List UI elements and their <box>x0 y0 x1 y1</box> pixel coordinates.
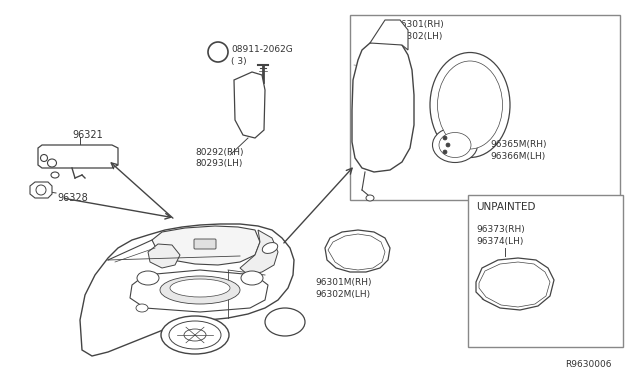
Ellipse shape <box>137 271 159 285</box>
Circle shape <box>443 136 447 140</box>
Ellipse shape <box>241 271 263 285</box>
Ellipse shape <box>160 276 240 304</box>
Text: 80292(RH): 80292(RH) <box>195 148 243 157</box>
Text: R9630006: R9630006 <box>565 360 611 369</box>
Polygon shape <box>234 72 265 138</box>
Ellipse shape <box>433 128 477 163</box>
Ellipse shape <box>170 279 230 297</box>
Polygon shape <box>325 230 390 272</box>
Polygon shape <box>370 20 408 50</box>
Text: 96302M(LH): 96302M(LH) <box>315 290 370 299</box>
Ellipse shape <box>262 243 278 253</box>
Polygon shape <box>148 244 180 268</box>
Ellipse shape <box>40 154 47 161</box>
Polygon shape <box>476 258 554 310</box>
Polygon shape <box>479 262 550 307</box>
Text: 96301(RH): 96301(RH) <box>395 20 444 29</box>
Ellipse shape <box>366 195 374 201</box>
Polygon shape <box>30 182 52 198</box>
Polygon shape <box>130 270 268 312</box>
Circle shape <box>208 42 228 62</box>
Ellipse shape <box>430 52 510 157</box>
Text: 80293(LH): 80293(LH) <box>195 159 243 168</box>
Text: 96321: 96321 <box>72 130 103 140</box>
Polygon shape <box>38 145 118 168</box>
Ellipse shape <box>136 304 148 312</box>
Text: 96302(LH): 96302(LH) <box>395 32 442 41</box>
Ellipse shape <box>438 61 502 149</box>
Ellipse shape <box>184 329 206 341</box>
Ellipse shape <box>161 316 229 354</box>
Polygon shape <box>328 234 385 270</box>
Text: 96366M(LH): 96366M(LH) <box>490 152 545 161</box>
Ellipse shape <box>51 172 59 178</box>
Polygon shape <box>352 40 414 172</box>
Circle shape <box>443 150 447 154</box>
Circle shape <box>446 143 450 147</box>
FancyBboxPatch shape <box>194 239 216 249</box>
Text: 96374(LH): 96374(LH) <box>476 237 524 246</box>
Ellipse shape <box>169 321 221 349</box>
Text: 96365M(RH): 96365M(RH) <box>490 140 547 149</box>
Text: 96328: 96328 <box>57 193 88 203</box>
Polygon shape <box>80 224 294 356</box>
Ellipse shape <box>47 159 56 167</box>
Text: UNPAINTED: UNPAINTED <box>476 202 536 212</box>
Text: 96301M(RH): 96301M(RH) <box>315 278 371 287</box>
Text: 96373(RH): 96373(RH) <box>476 225 525 234</box>
Text: 08911-2062G: 08911-2062G <box>231 45 292 54</box>
Ellipse shape <box>36 185 46 195</box>
FancyBboxPatch shape <box>468 195 623 347</box>
Ellipse shape <box>265 308 305 336</box>
Text: ( 3): ( 3) <box>231 57 246 66</box>
Ellipse shape <box>439 132 471 157</box>
FancyBboxPatch shape <box>350 15 620 200</box>
Polygon shape <box>152 226 260 265</box>
Polygon shape <box>240 230 278 275</box>
Text: B: B <box>215 44 221 52</box>
